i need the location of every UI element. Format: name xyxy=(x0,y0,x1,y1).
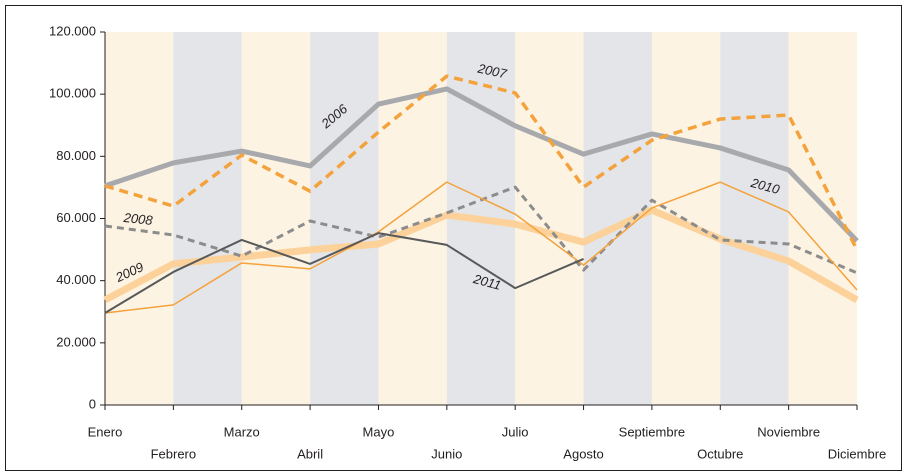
x-tick-label: Octubre xyxy=(697,446,743,461)
x-tick-label: Junio xyxy=(431,446,462,461)
band xyxy=(105,32,174,405)
series-line xyxy=(104,232,584,314)
y-tick-label: 100.000 xyxy=(49,86,96,101)
band xyxy=(720,32,789,405)
y-tick-label: 60.000 xyxy=(56,210,96,225)
y-tick-label: 120.000 xyxy=(49,23,96,38)
y-tick-label: 40.000 xyxy=(56,272,96,287)
y-tick-label: 80.000 xyxy=(56,148,96,163)
x-tick-label: Febrero xyxy=(151,446,197,461)
x-tick-label: Noviembre xyxy=(757,424,820,439)
y-tick-label: 20.000 xyxy=(56,334,96,349)
band xyxy=(241,32,311,405)
series-line xyxy=(104,181,858,314)
band xyxy=(788,32,857,405)
x-tick-label: Marzo xyxy=(224,424,260,439)
x-tick-label: Enero xyxy=(88,424,123,439)
series-line xyxy=(104,86,859,243)
series-label: 2011 xyxy=(471,271,503,293)
x-tick-label: Mayo xyxy=(363,424,395,439)
x-tick-label: Julio xyxy=(502,424,529,439)
series-label: 2007 xyxy=(476,60,509,81)
series-line xyxy=(104,74,859,251)
band xyxy=(515,32,584,405)
y-tick-label: 0 xyxy=(89,396,96,411)
x-tick-label: Septiembre xyxy=(619,424,685,439)
x-tick-label: Diciembre xyxy=(828,446,887,461)
x-tick-label: Abril xyxy=(297,446,323,461)
band xyxy=(310,32,379,405)
series-line xyxy=(104,185,858,275)
band xyxy=(173,32,242,405)
series-line xyxy=(103,206,859,304)
x-tick-label: Agosto xyxy=(563,446,603,461)
series-label: 2008 xyxy=(122,210,154,228)
